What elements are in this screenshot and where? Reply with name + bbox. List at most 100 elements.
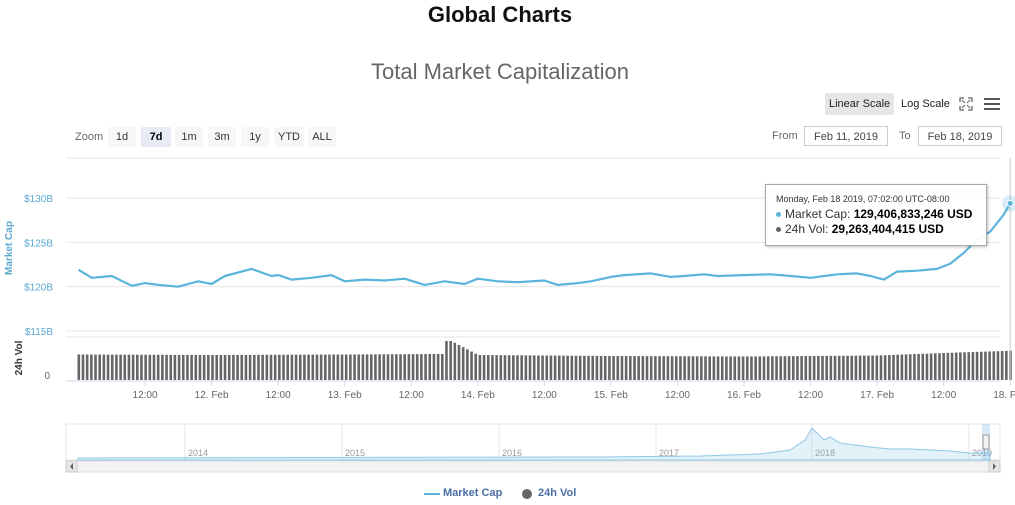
range-to-label: To [899, 130, 911, 142]
volume-bar [286, 354, 290, 380]
legend-volume[interactable]: 24h Vol [538, 487, 577, 499]
volume-bar [415, 354, 419, 380]
page-title: Global Charts [427, 2, 573, 27]
volume-bar [658, 356, 661, 380]
volume-bar [215, 354, 218, 380]
volume-bar [954, 352, 958, 380]
volume-bar [637, 356, 640, 380]
zoom-7d-button[interactable]: 7d [141, 127, 171, 147]
volume-bar [282, 354, 285, 380]
range-from-input[interactable]: Feb 11, 2019 [804, 126, 888, 146]
volume-bar [127, 354, 131, 380]
volume-bar [875, 355, 879, 380]
volume-bar [202, 354, 206, 380]
x-tick-label: 14. Feb [461, 390, 495, 401]
volume-bar [390, 354, 394, 380]
navigator-handle[interactable] [982, 434, 990, 450]
volume-bar [395, 354, 398, 380]
volume-bar [344, 354, 348, 380]
volume-bar [81, 354, 85, 380]
range-from-label: From [772, 130, 798, 142]
volume-bar [821, 355, 824, 380]
volume-bar [1000, 351, 1004, 380]
volume-bar [186, 354, 189, 380]
volume-bar [879, 355, 883, 380]
volume-bar [603, 355, 607, 380]
scroll-left-button[interactable] [65, 460, 78, 473]
volume-bar [294, 354, 298, 380]
zoom-1m-button[interactable]: 1m [175, 127, 203, 147]
x-tick-label: 16. Feb [727, 390, 761, 401]
volume-bar [232, 354, 235, 380]
volume-bar [674, 356, 678, 380]
legend-market-cap[interactable]: Market Cap [443, 487, 503, 499]
volume-bar [340, 354, 344, 380]
volume-bar [303, 354, 306, 380]
volume-bar [131, 354, 135, 380]
volume-bar [545, 355, 549, 380]
x-tick-label: 12:00 [665, 390, 690, 401]
volume-bar [190, 354, 193, 380]
fullscreen-icon[interactable] [959, 97, 973, 111]
market-cap-axis-title: Market Cap [4, 221, 15, 275]
zoom-1d-button[interactable]: 1d [108, 127, 136, 147]
zoom-ytd-button[interactable]: YTD [274, 127, 304, 147]
volume-axis-title: 24h Vol [14, 340, 25, 375]
volume-bar [766, 356, 770, 380]
x-tick-label: 15. Feb [594, 390, 628, 401]
volume-bar [562, 355, 565, 380]
scroll-right-button[interactable] [988, 460, 1001, 473]
volume-bar [633, 356, 636, 380]
y-tick-label: $120B [24, 283, 53, 294]
volume-bar [996, 351, 1000, 380]
volume-bar [482, 355, 486, 380]
volume-bar [929, 353, 933, 380]
volume-bar [762, 356, 766, 380]
volume-bar [411, 354, 415, 380]
volume-bar [796, 356, 799, 380]
volume-bar [194, 354, 198, 380]
volume-bar [495, 355, 498, 380]
volume-bar [324, 354, 327, 380]
volume-bar [328, 354, 331, 380]
volume-bar [420, 354, 423, 380]
volume-bar [741, 356, 745, 380]
tooltip-date: Monday, Feb 18 2019, 07:02:00 UTC-08:00 [776, 194, 950, 204]
tooltip-market-cap-label: Market Cap: [785, 207, 851, 221]
volume-bar [599, 355, 603, 380]
log-scale-button[interactable]: Log Scale [901, 98, 950, 110]
tooltip-volume-value: 29,263,404,415 USD [831, 222, 944, 236]
volume-bar [683, 356, 686, 380]
volume-bar [123, 354, 127, 380]
volume-bar [971, 352, 975, 380]
linear-scale-button[interactable]: Linear Scale [825, 93, 895, 115]
y-tick-label: $125B [24, 238, 53, 249]
volume-bar [236, 354, 239, 380]
zoom-3m-button[interactable]: 3m [208, 127, 236, 147]
volume-bar [248, 354, 252, 380]
volume-bar [261, 354, 264, 380]
x-tick-label: 12:00 [931, 390, 956, 401]
hamburger-menu-icon[interactable] [984, 98, 1000, 110]
volume-bar [353, 354, 356, 380]
volume-bar [265, 354, 269, 380]
volume-bar [629, 356, 632, 380]
zoom-all-button[interactable]: ALL [308, 127, 336, 147]
volume-bar [332, 354, 335, 380]
volume-bar [307, 354, 310, 380]
zoom-1y-button[interactable]: 1y [241, 127, 269, 147]
navigator-frame[interactable] [65, 423, 1001, 461]
volume-bar [77, 354, 81, 380]
x-tick-label: 18. Feb [993, 390, 1015, 401]
volume-bar [98, 354, 102, 380]
volume-bar [432, 354, 436, 380]
navigator-selected-range[interactable] [982, 424, 990, 460]
volume-bar [486, 355, 490, 380]
tooltip-market-cap-value: 129,406,833,246 USD [853, 207, 973, 221]
volume-bar [908, 354, 912, 380]
navigator-scrollbar[interactable] [65, 460, 1001, 473]
volume-bar [913, 354, 916, 380]
volume-bar [207, 354, 210, 380]
range-to-input[interactable]: Feb 18, 2019 [918, 126, 1002, 146]
volume-bar [737, 356, 741, 380]
